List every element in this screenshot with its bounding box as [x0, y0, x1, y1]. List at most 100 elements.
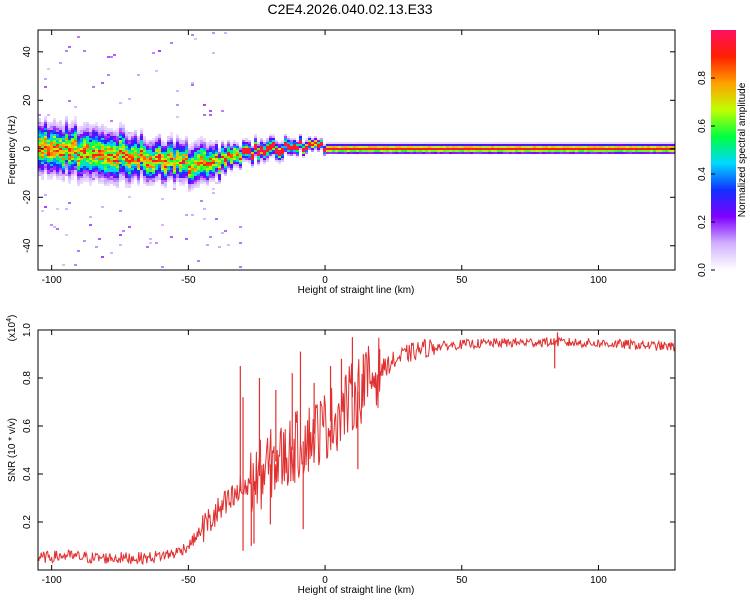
heatmap-cell [335, 146, 338, 148]
heatmap-cell [614, 150, 617, 152]
heatmap-cell [149, 152, 152, 154]
heatmap-cell [272, 154, 275, 156]
heatmap-cell [230, 156, 233, 158]
heatmap-cell [158, 172, 161, 174]
heatmap-cell [98, 168, 101, 170]
heatmap-cell [47, 142, 50, 144]
heatmap-cell [176, 136, 179, 138]
heatmap-cell [68, 46, 71, 48]
heatmap-cell [239, 150, 242, 152]
heatmap-cell [89, 160, 92, 162]
heatmap-cell [41, 132, 44, 134]
heatmap-cell [44, 166, 47, 168]
heatmap-cell [317, 142, 320, 144]
heatmap-cell [581, 144, 584, 146]
heatmap-cell [89, 172, 92, 174]
heatmap-cell [197, 186, 200, 188]
heatmap-cell [146, 158, 149, 160]
heatmap-cell [266, 146, 269, 148]
heatmap-cell [401, 150, 404, 152]
heatmap-cell [131, 176, 134, 178]
heatmap-cell [185, 160, 188, 162]
heatmap-cell [50, 168, 53, 170]
heatmap-cell [197, 148, 200, 150]
heatmap-cell [113, 180, 116, 182]
heatmap-cell [86, 122, 89, 124]
heatmap-cell [482, 146, 485, 148]
heatmap-cell [542, 142, 545, 144]
heatmap-cell [239, 226, 242, 228]
heatmap-cell [263, 146, 266, 148]
heatmap-cell [86, 160, 89, 162]
heatmap-cell [557, 142, 560, 144]
heatmap-cell [101, 124, 104, 126]
heatmap-cell [347, 150, 350, 152]
heatmap-cell [38, 118, 41, 120]
heatmap-cell [212, 192, 215, 194]
heatmap-cell [197, 178, 200, 180]
heatmap-cell [296, 150, 299, 152]
heatmap-cell [245, 140, 248, 142]
heatmap-cell [593, 146, 596, 148]
spectrogram-x-axis-label: Height of straight line (km) [298, 285, 415, 296]
heatmap-cell [185, 214, 188, 216]
heatmap-cell [89, 146, 92, 148]
heatmap-cell [560, 146, 563, 148]
heatmap-cell [68, 136, 71, 138]
heatmap-cell [53, 118, 56, 120]
heatmap-cell [155, 158, 158, 160]
heatmap-cell [527, 150, 530, 152]
heatmap-cell [200, 168, 203, 170]
heatmap-cell [149, 160, 152, 162]
heatmap-cell [167, 136, 170, 138]
heatmap-cell [239, 266, 242, 268]
spectrogram-y-tick-label: 0 [22, 146, 33, 152]
heatmap-cell [173, 152, 176, 154]
heatmap-cell [182, 140, 185, 142]
heatmap-cell [170, 150, 173, 152]
heatmap-cell [101, 132, 104, 134]
heatmap-cell [53, 132, 56, 134]
heatmap-cell [548, 146, 551, 148]
heatmap-cell [191, 170, 194, 172]
heatmap-cell [56, 174, 59, 176]
heatmap-cell [206, 170, 209, 172]
heatmap-cell [347, 146, 350, 148]
heatmap-cell [188, 166, 191, 168]
heatmap-cell [134, 158, 137, 160]
heatmap-cell [587, 142, 590, 144]
heatmap-cell [167, 174, 170, 176]
heatmap-cell [119, 152, 122, 154]
heatmap-cell [377, 142, 380, 144]
heatmap-cell [263, 156, 266, 158]
heatmap-cell [125, 178, 128, 180]
heatmap-cell [89, 158, 92, 160]
heatmap-cell [77, 150, 80, 152]
heatmap-cell [461, 144, 464, 146]
heatmap-cell [500, 152, 503, 154]
heatmap-cell [524, 148, 527, 150]
heatmap-cell [218, 168, 221, 170]
heatmap-cell [92, 130, 95, 132]
heatmap-cell [404, 148, 407, 150]
heatmap-cell [647, 146, 650, 148]
heatmap-cell [122, 136, 125, 138]
heatmap-cell [212, 162, 215, 164]
heatmap-cell [122, 130, 125, 132]
spectrogram-x-tick-label: 0 [322, 275, 328, 286]
heatmap-cell [590, 150, 593, 152]
heatmap-cell [428, 152, 431, 154]
heatmap-cell [197, 162, 200, 164]
heatmap-cell [65, 118, 68, 120]
heatmap-cell [167, 154, 170, 156]
heatmap-cell [500, 146, 503, 148]
heatmap-cell [164, 172, 167, 174]
heatmap-cell [191, 214, 194, 216]
heatmap-cell [125, 140, 128, 142]
heatmap-cell [68, 172, 71, 174]
heatmap-cell [71, 154, 74, 156]
heatmap-cell [236, 148, 239, 150]
heatmap-cell [146, 144, 149, 146]
heatmap-cell [230, 166, 233, 168]
heatmap-cell [221, 140, 224, 142]
